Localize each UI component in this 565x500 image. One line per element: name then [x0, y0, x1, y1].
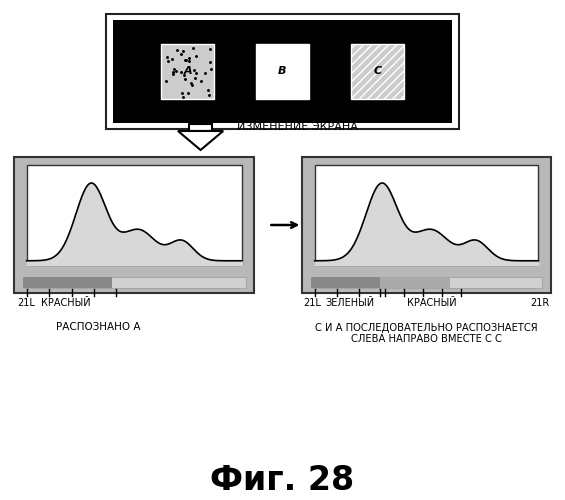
Text: ИЗМЕНЕНИЕ ЭКРАНА: ИЗМЕНЕНИЕ ЭКРАНА: [237, 122, 358, 132]
Text: C: C: [373, 66, 381, 76]
Text: Фиг. 28: Фиг. 28: [210, 464, 355, 496]
Bar: [189, 124, 212, 131]
Text: РАСПОЗНАНО А: РАСПОЗНАНО А: [56, 322, 141, 332]
Bar: [23, 276, 112, 287]
Text: 21L: 21L: [17, 298, 35, 308]
Text: B: B: [278, 66, 287, 76]
Text: С И А ПОСЛЕДОВАТЕЛЬНО РАСПОЗНАЕТСЯ
СЛЕВА НАПРАВО ВМЕСТЕ С С: С И А ПОСЛЕДОВАТЕЛЬНО РАСПОЗНАЕТСЯ СЛЕВА…: [315, 322, 538, 344]
Text: 21R: 21R: [531, 298, 550, 308]
Text: A: A: [183, 66, 192, 76]
Bar: [14, 158, 254, 292]
Bar: [255, 44, 310, 99]
Bar: [27, 165, 242, 265]
Bar: [380, 276, 450, 287]
Bar: [302, 158, 551, 292]
Text: 21L: 21L: [303, 298, 321, 308]
Bar: [302, 158, 551, 292]
Bar: [106, 14, 459, 128]
Text: КРАСНЫЙ: КРАСНЫЙ: [407, 298, 457, 308]
Text: КРАСНЫЙ: КРАСНЫЙ: [41, 298, 91, 308]
Bar: [113, 20, 452, 122]
Bar: [23, 276, 246, 287]
Bar: [350, 44, 404, 99]
Text: ЗЕЛЕНЫЙ: ЗЕЛЕНЫЙ: [325, 298, 374, 308]
Bar: [311, 276, 380, 287]
Bar: [311, 276, 542, 287]
Bar: [14, 158, 254, 292]
Polygon shape: [178, 131, 223, 150]
Bar: [315, 165, 538, 265]
Bar: [161, 44, 215, 99]
